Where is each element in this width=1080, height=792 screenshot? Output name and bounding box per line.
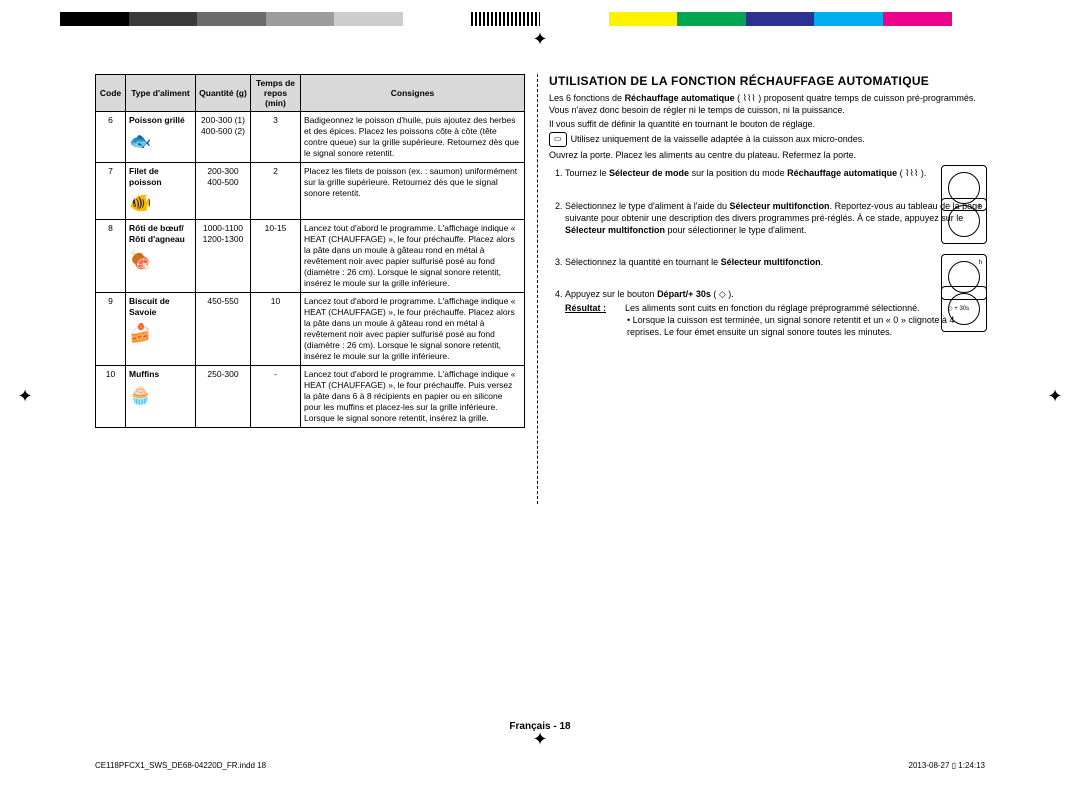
food-icon: 🍖 [129,249,192,272]
cell-type: Rôti de bœuf/ Rôti d'agneau🍖 [126,219,196,292]
dish-icon: ▭ [549,132,567,147]
th-qty: Quantité (g) [196,75,251,112]
calibration-bar [60,12,1020,26]
steps-list: Tournez le Sélecteur de mode sur la posi… [549,167,985,338]
th-instr: Consignes [301,75,525,112]
cell-qty: 200-300 (1)400-500 (2) [196,112,251,163]
step-1: Tournez le Sélecteur de mode sur la posi… [565,167,985,179]
table-row: 8Rôti de bœuf/ Rôti d'agneau🍖1000-110012… [96,219,525,292]
intro-paragraph-2: Il vous suffit de définir la quantité en… [549,118,985,130]
multi-dial-icon: h [941,198,987,244]
page-footer: Français - 18 [509,721,570,732]
table-row: 10Muffins🧁250-300-Lancez tout d'abord le… [96,366,525,428]
cell-type: Muffins🧁 [126,366,196,428]
cell-time: 10 [251,292,301,365]
cell-type: Biscuit de Savoie🍰 [126,292,196,365]
print-timestamp: 2013-08-27 ▯ 1:24:13 [909,761,985,770]
result-bullet: • Lorsque la cuisson est terminée, un si… [627,314,985,338]
microwave-warning: ▭Utilisez uniquement de la vaisselle ada… [549,132,985,147]
table-row: 7Filet de poisson🐠200-300400-5002Placez … [96,163,525,219]
cell-instr: Lancez tout d'abord le programme. L'affi… [301,366,525,428]
cell-code: 9 [96,292,126,365]
print-info: CE118PFCX1_SWS_DE68-04220D_FR.indd 18 20… [95,761,985,770]
file-name: CE118PFCX1_SWS_DE68-04220D_FR.indd 18 [95,761,266,770]
cell-time: 10-15 [251,219,301,292]
cell-type: Filet de poisson🐠 [126,163,196,219]
registration-mark-icon: ✦ [529,28,551,50]
cell-instr: Badigeonnez le poisson d'huile, puis ajo… [301,112,525,163]
cell-qty: 450-550 [196,292,251,365]
step-4: Appuyez sur le bouton Départ/+ 30s ( ◇ )… [565,288,985,339]
cell-code: 6 [96,112,126,163]
section-title: UTILISATION DE LA FONCTION RÉCHAUFFAGE A… [549,74,985,88]
cell-code: 10 [96,366,126,428]
food-icon: 🐠 [129,192,192,215]
cell-time: 3 [251,112,301,163]
cell-instr: Lancez tout d'abord le programme. L'affi… [301,292,525,365]
result-row: Résultat : Les aliments sont cuits en fo… [565,302,985,314]
cell-qty: 250-300 [196,366,251,428]
th-type: Type d'aliment [126,75,196,112]
cell-qty: 1000-11001200-1300 [196,219,251,292]
cell-type: Poisson grillé🐟 [126,112,196,163]
cell-code: 7 [96,163,126,219]
food-icon: 🐟 [129,130,192,153]
registration-mark-icon: ✦ [14,385,36,407]
intro-paragraph-3: Ouvrez la porte. Placez les aliments au … [549,149,985,161]
result-label: Résultat : [565,302,615,314]
cell-code: 8 [96,219,126,292]
intro-paragraph: Les 6 fonctions de Réchauffage automatiq… [549,92,985,116]
food-table: Code Type d'aliment Quantité (g) Temps d… [95,74,525,428]
food-icon: 🧁 [129,384,192,407]
cell-instr: Placez les filets de poisson (ex. : saum… [301,163,525,219]
page-content: Code Type d'aliment Quantité (g) Temps d… [95,74,985,714]
step-2: Sélectionnez le type d'aliment à l'aide … [565,200,985,236]
column-divider [537,74,538,504]
start-button-icon: ◇ + 30s [941,286,987,332]
table-row: 6Poisson grillé🐟200-300 (1)400-500 (2)3B… [96,112,525,163]
th-time: Temps de repos (min) [251,75,301,112]
cell-time: 2 [251,163,301,219]
food-icon: 🍰 [129,322,192,345]
step-3: Sélectionnez la quantité en tournant le … [565,256,985,268]
cell-qty: 200-300400-500 [196,163,251,219]
left-column: Code Type d'aliment Quantité (g) Temps d… [95,74,525,714]
registration-mark-icon: ✦ [1044,385,1066,407]
result-text: Les aliments sont cuits en fonction du r… [625,302,920,314]
right-column: UTILISATION DE LA FONCTION RÉCHAUFFAGE A… [549,74,985,714]
table-row: 9Biscuit de Savoie🍰450-55010Lancez tout … [96,292,525,365]
cell-instr: Lancez tout d'abord le programme. L'affi… [301,219,525,292]
cell-time: - [251,366,301,428]
th-code: Code [96,75,126,112]
